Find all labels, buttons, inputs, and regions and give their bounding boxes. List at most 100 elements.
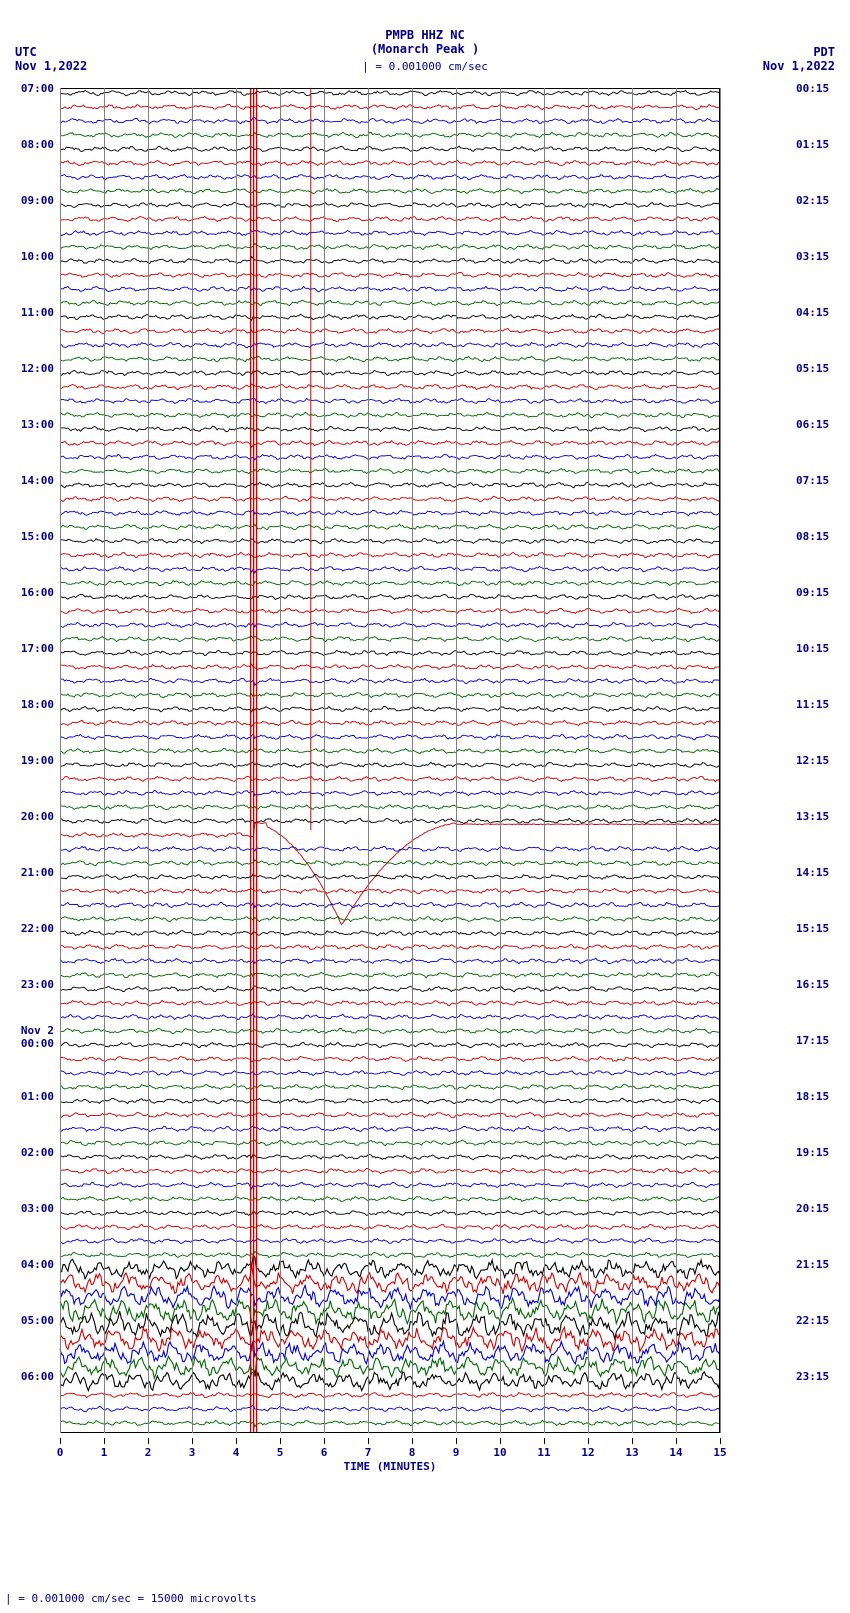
x-tick (632, 1438, 633, 1444)
trace-line (60, 1210, 720, 1215)
left-time-label: 07:00 (21, 82, 54, 95)
trace-line (60, 300, 720, 306)
left-time-label: 06:00 (21, 1370, 54, 1383)
tz-left-label: UTC (15, 45, 87, 59)
left-time-label: 18:00 (21, 698, 54, 711)
trace-line (60, 823, 720, 925)
right-time-label: 18:15 (796, 1090, 829, 1103)
trace-line (60, 174, 720, 179)
left-time-label: 05:00 (21, 1314, 54, 1327)
x-tick-label: 4 (233, 1446, 240, 1459)
right-time-label: 21:15 (796, 1258, 829, 1271)
gridline-v (456, 88, 457, 1433)
trace-line (60, 370, 720, 375)
right-time-label: 20:15 (796, 1202, 829, 1215)
left-time-label: 08:00 (21, 138, 54, 151)
trace-line (60, 1420, 720, 1426)
x-tick (544, 1438, 545, 1444)
trace-line (60, 650, 720, 655)
left-time-label: 16:00 (21, 586, 54, 599)
trace-line (60, 1000, 720, 1005)
trace-line (60, 874, 720, 880)
trace-line (60, 805, 720, 810)
right-time-label: 00:15 (796, 82, 829, 95)
trace-line (60, 1154, 720, 1160)
station-code: PMPB HHZ NC (362, 28, 488, 42)
right-time-label: 12:15 (796, 754, 829, 767)
trace-line (60, 608, 720, 613)
x-tick (148, 1438, 149, 1444)
trace-line (60, 1126, 720, 1132)
x-tick-label: 7 (365, 1446, 372, 1459)
trace-line (60, 1084, 720, 1089)
x-tick (192, 1438, 193, 1444)
trace-line (60, 594, 720, 599)
trace-line (60, 762, 720, 768)
x-tick (280, 1438, 281, 1444)
trace-line (60, 1098, 720, 1104)
trace-line (60, 244, 720, 250)
left-time-label: Nov 200:00 (21, 1024, 54, 1050)
x-tick-label: 11 (537, 1446, 550, 1459)
x-tick-label: 1 (101, 1446, 108, 1459)
trace-line (60, 160, 720, 165)
left-time-label: 20:00 (21, 810, 54, 823)
seismic-traces (60, 88, 720, 1433)
right-time-label: 08:15 (796, 530, 829, 543)
right-time-label: 10:15 (796, 642, 829, 655)
gridline-v (544, 88, 545, 1433)
trace-line (60, 916, 720, 921)
trace-line (60, 104, 720, 109)
tz-right-date: Nov 1,2022 (763, 59, 835, 73)
left-time-label: 02:00 (21, 1146, 54, 1159)
trace-line (60, 202, 720, 207)
right-time-label: 17:15 (796, 1034, 829, 1047)
left-time-label: 14:00 (21, 474, 54, 487)
trace-line (60, 776, 720, 781)
trace-line (60, 566, 720, 573)
station-location: (Monarch Peak ) (362, 42, 488, 56)
right-time-label: 09:15 (796, 586, 829, 599)
trace-line (60, 902, 720, 907)
trace-line (60, 482, 720, 487)
left-time-label: 01:00 (21, 1090, 54, 1103)
x-tick-label: 6 (321, 1446, 328, 1459)
right-time-label: 15:15 (796, 922, 829, 935)
x-tick-label: 9 (453, 1446, 460, 1459)
trace-line (60, 496, 720, 501)
right-time-label: 16:15 (796, 978, 829, 991)
x-tick-label: 0 (57, 1446, 64, 1459)
gridline-v (412, 88, 413, 1433)
trace-line (60, 426, 720, 432)
trace-line (60, 1196, 720, 1202)
trace-line (60, 1056, 720, 1061)
trace-line (60, 581, 720, 586)
gridline-v (104, 88, 105, 1433)
header: UTC Nov 1,2022 PMPB HHZ NC (Monarch Peak… (0, 0, 850, 80)
trace-line (60, 538, 720, 543)
x-tick (588, 1438, 589, 1444)
title-block: PMPB HHZ NC (Monarch Peak ) | = 0.001000… (362, 28, 488, 73)
tz-right: PDT Nov 1,2022 (763, 45, 835, 73)
trace-line (60, 1013, 720, 1019)
trace-line (60, 1405, 720, 1412)
trace-line (60, 398, 720, 403)
left-time-label: 13:00 (21, 418, 54, 431)
trace-line (60, 846, 720, 852)
x-tick (236, 1438, 237, 1444)
trace-line (60, 552, 720, 557)
plot-area (60, 88, 720, 1433)
trace-line (60, 454, 720, 460)
trace-line (60, 1238, 720, 1243)
trace-line (60, 986, 720, 992)
trace-line (60, 1042, 720, 1048)
gridline-v (500, 88, 501, 1433)
trace-line (60, 257, 720, 264)
right-time-label: 22:15 (796, 1314, 829, 1327)
trace-line (60, 328, 720, 333)
gridline-v (324, 88, 325, 1433)
trace-line (60, 958, 720, 964)
trace-line (60, 1311, 720, 1338)
x-axis: TIME (MINUTES) 0123456789101112131415 (60, 1438, 720, 1488)
x-tick-label: 2 (145, 1446, 152, 1459)
